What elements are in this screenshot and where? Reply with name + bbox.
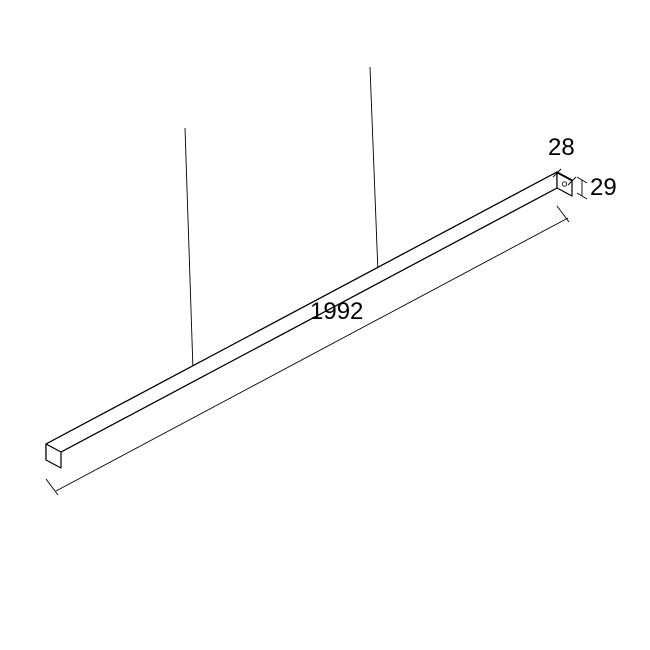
dimension-label-width: 28 — [548, 134, 575, 161]
dimension-length: 1992 — [46, 206, 569, 495]
dimension-label-length: 1992 — [310, 298, 363, 325]
technical-drawing: 1992 28 29 — [0, 0, 650, 650]
light-bar — [46, 172, 572, 468]
dimension-label-height: 29 — [590, 174, 617, 201]
dimension-height: 29 — [577, 174, 617, 201]
